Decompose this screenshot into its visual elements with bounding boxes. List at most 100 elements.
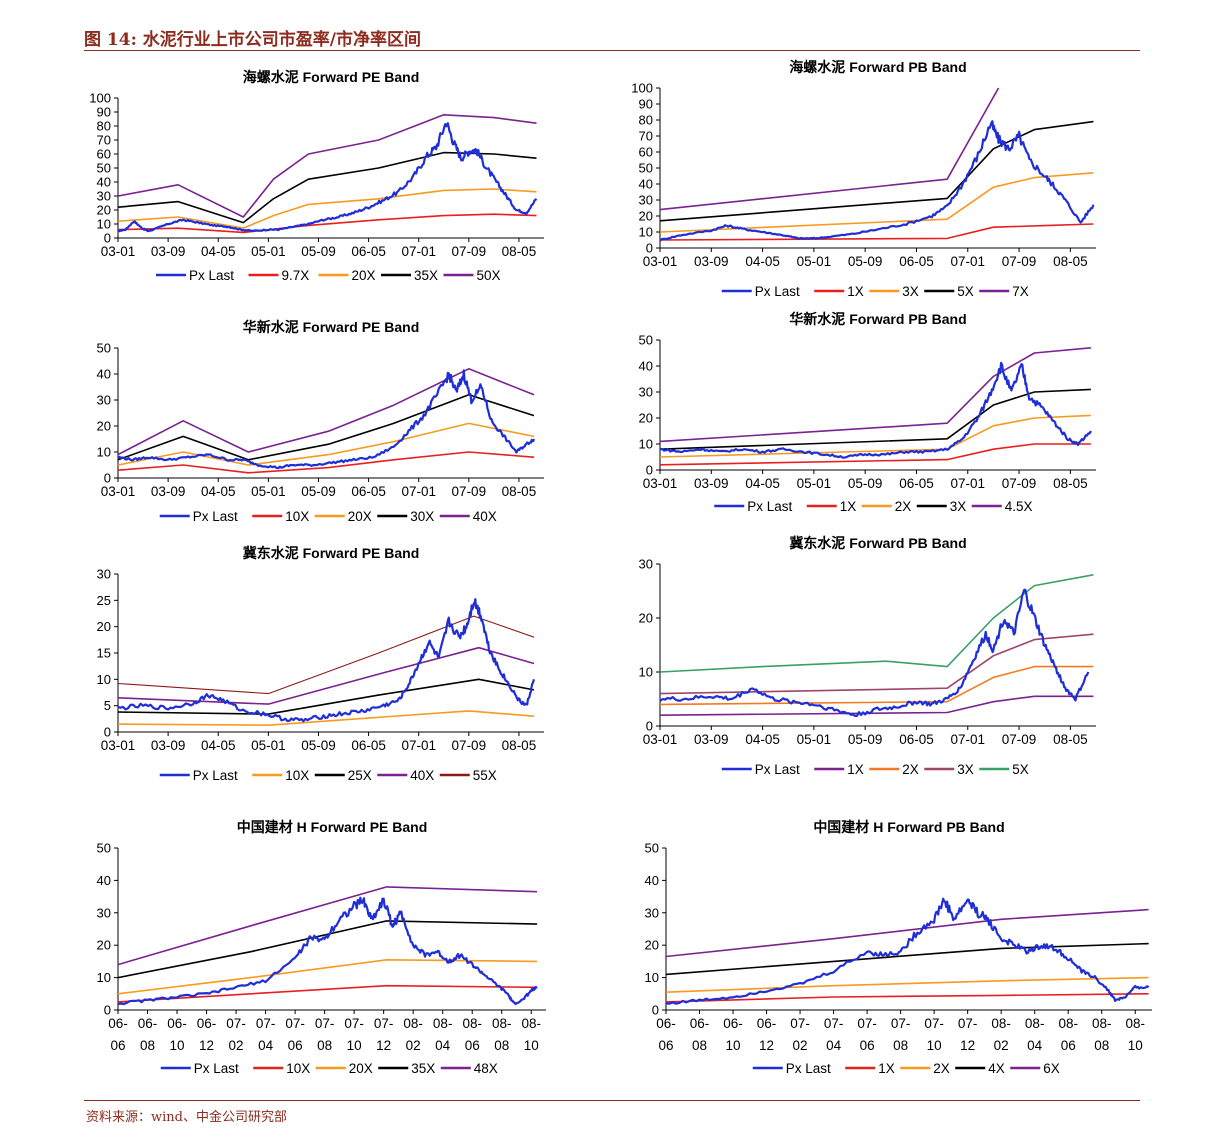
series-line-25x [117, 678, 535, 715]
y-tick-label: 0 [646, 241, 653, 256]
legend-label: 2X [902, 762, 919, 777]
series-line-1x [659, 223, 1094, 241]
x-tick-label: 07- [315, 1016, 335, 1031]
x-tick-label: 08 [494, 1038, 509, 1053]
x-tick-label: 10 [524, 1038, 539, 1053]
y-tick-label: 20 [97, 419, 111, 434]
series-line-40x [117, 646, 535, 705]
y-tick-label: 60 [639, 145, 653, 160]
x-tick-label: 04-05 [745, 254, 780, 269]
chart-svg: 中国建材 H Forward PE Band 0 10 20 30 40 50 06- 06 06… [97, 819, 546, 1076]
x-tick-label: 06-05 [351, 484, 386, 499]
x-tick-label: 07-09 [452, 484, 487, 499]
x-tick-label: 07- [958, 1016, 978, 1031]
x-tick-label: 07-09 [1002, 254, 1037, 269]
y-tick-label: 20 [97, 619, 111, 634]
x-tick-label: 08 [1094, 1038, 1109, 1053]
x-tick-label: 06- [757, 1016, 777, 1031]
x-tick-label: 07- [256, 1016, 276, 1031]
x-tick-label: 08- [1058, 1016, 1078, 1031]
x-tick-label: 07-01 [401, 244, 436, 259]
x-tick-label: 05-09 [301, 738, 336, 753]
legend-label: Px Last [193, 509, 238, 524]
y-tick-label: 10 [639, 225, 653, 240]
series-line-px-last [117, 598, 536, 723]
x-tick-label: 06- [197, 1016, 217, 1031]
x-tick-label: 07- [790, 1016, 810, 1031]
series-line-40x [117, 368, 535, 456]
series-line-20x [117, 188, 537, 229]
legend-label: 55X [473, 768, 497, 783]
series-line-px-last [117, 896, 538, 1006]
legend-label: 40X [410, 768, 434, 783]
y-tick-label: 30 [639, 557, 653, 572]
y-tick-label: 30 [97, 905, 111, 920]
x-tick-label: 04-05 [201, 738, 236, 753]
series-line-50x [117, 114, 537, 218]
x-tick-label: 08-05 [1053, 254, 1088, 269]
y-tick-label: 30 [97, 189, 111, 204]
x-tick-label: 07- [891, 1016, 911, 1031]
x-tick-label: 06- [690, 1016, 710, 1031]
y-tick-label: 10 [639, 437, 653, 452]
y-tick-label: 0 [104, 725, 111, 740]
x-tick-label: 08 [692, 1038, 707, 1053]
y-tick-label: 0 [646, 719, 653, 734]
x-tick-label: 06- [108, 1016, 128, 1031]
series-line-1x [659, 443, 1091, 466]
y-tick-label: 50 [639, 161, 653, 176]
series-line-px-last [659, 588, 1090, 717]
chart-svg: 华新水泥 Forward PB Band 0 10 20 30 40 50 03-01 03-0… [639, 311, 1096, 514]
y-tick-label: 50 [97, 341, 111, 356]
y-tick-label: 10 [97, 970, 111, 985]
x-tick-label: 08- [403, 1016, 423, 1031]
legend-label: 2X [895, 499, 912, 514]
x-tick-label: 07-01 [401, 738, 436, 753]
x-tick-label: 08- [1025, 1016, 1045, 1031]
x-tick-label: 07-09 [1002, 732, 1037, 747]
legend-label: Px Last [194, 1061, 239, 1076]
x-tick-label: 05-01 [797, 732, 832, 747]
series-line-px-last [117, 122, 538, 233]
legend-label: 20X [349, 1061, 373, 1076]
x-tick-label: 04-05 [201, 484, 236, 499]
series-line-7x [659, 87, 1000, 211]
series-line-9-7x [117, 213, 537, 234]
x-tick-label: 04 [826, 1038, 842, 1053]
x-tick-label: 06- [656, 1016, 676, 1031]
chart-title: 海螺水泥 Forward PE Band [243, 69, 420, 85]
y-tick-label: 20 [97, 938, 111, 953]
x-tick-label: 12 [759, 1038, 774, 1053]
x-tick-label: 08- [521, 1016, 541, 1031]
x-tick-label: 07- [344, 1016, 364, 1031]
x-tick-label: 05-09 [301, 244, 336, 259]
y-tick-label: 30 [639, 193, 653, 208]
series-line-3x [659, 388, 1091, 450]
series-line-35x [117, 920, 538, 979]
legend-label: 1X [847, 762, 864, 777]
chart-svg: 华新水泥 Forward PE Band 0 10 20 30 40 50 03-01 03-0… [97, 319, 544, 524]
x-tick-label: 07- [824, 1016, 844, 1031]
x-tick-label: 03-01 [643, 476, 678, 491]
series-line-px-last [659, 361, 1092, 459]
x-tick-label: 10 [927, 1038, 942, 1053]
x-tick-label: 07-01 [950, 254, 985, 269]
x-tick-label: 03-09 [151, 244, 186, 259]
legend-label: 35X [414, 268, 438, 283]
legend-label: 10X [285, 509, 309, 524]
x-tick-label: 06-05 [351, 244, 386, 259]
legend-label: 5X [957, 284, 974, 299]
x-tick-label: 06 [860, 1038, 875, 1053]
y-tick-label: 40 [97, 367, 111, 382]
series-line-3x [659, 172, 1094, 233]
series-line-5x [659, 574, 1094, 673]
figure-title: 图 14: 水泥行业上市公司市盈率/市净率区间 [84, 30, 421, 50]
legend-label: Px Last [193, 768, 238, 783]
y-tick-label: 20 [639, 611, 653, 626]
y-tick-label: 40 [97, 873, 111, 888]
chart-cnbm-pb-band: 中国建材 H Forward PB Band 0 10 20 30 40 50 06- 06 06… [624, 814, 1154, 1099]
x-tick-label: 04 [258, 1038, 274, 1053]
legend-label: Px Last [755, 284, 800, 299]
y-tick-label: 70 [97, 133, 111, 148]
x-tick-label: 08- [462, 1016, 482, 1031]
